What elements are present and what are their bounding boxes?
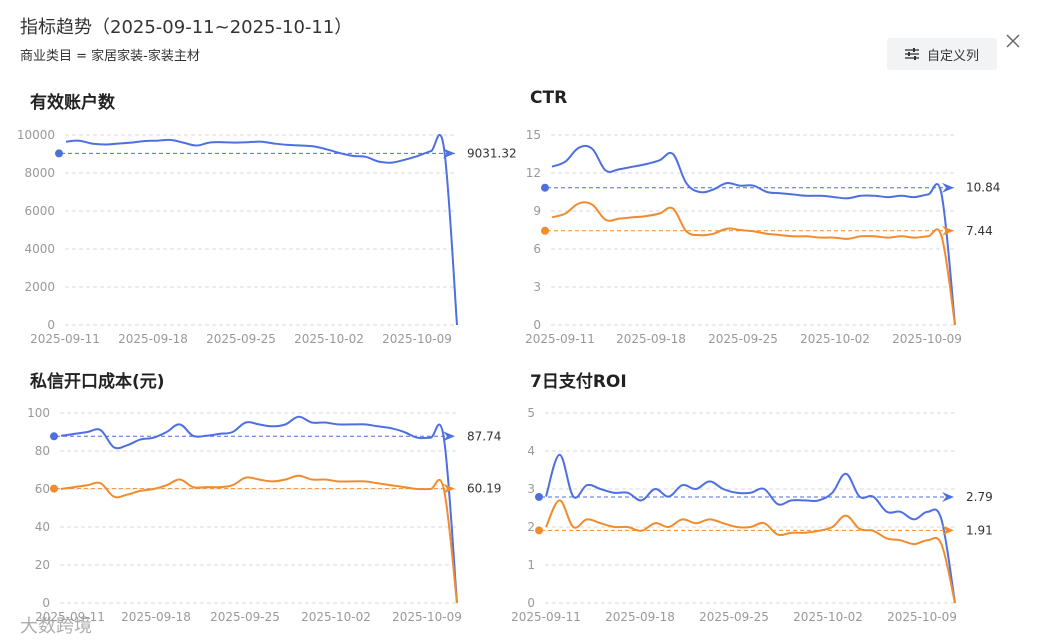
settings-sliders-icon — [904, 48, 919, 60]
reference-arrow-icon — [942, 491, 954, 502]
x-tick-label: 2025-09-25 — [699, 610, 769, 624]
watermark: 大数跨境 — [20, 616, 92, 637]
y-tick-label: 0 — [47, 318, 55, 332]
series-line-blue — [65, 133, 458, 326]
x-tick-label: 2025-10-02 — [800, 332, 870, 346]
reference-value-label: 87.74 — [467, 429, 501, 443]
reference-start-dot — [55, 149, 63, 158]
x-tick-label: 2025-10-09 — [382, 332, 452, 346]
series-line-orange — [60, 474, 458, 604]
y-tick-label: 6 — [533, 242, 541, 256]
x-tick-label: 2025-10-02 — [793, 610, 863, 624]
y-tick-label: 3 — [527, 482, 535, 496]
x-tick-label: 2025-10-02 — [301, 610, 371, 624]
reference-start-dot — [50, 432, 58, 441]
reference-value-label: 1.91 — [966, 523, 993, 537]
reference-start-dot — [50, 484, 58, 493]
x-tick-label: 2025-09-25 — [708, 332, 778, 346]
reference-arrow-icon — [942, 525, 954, 536]
y-tick-label: 8000 — [24, 166, 55, 180]
y-tick-label: 9 — [533, 204, 541, 218]
y-tick-label: 0 — [533, 318, 541, 332]
x-tick-label: 2025-09-11 — [30, 332, 100, 346]
x-tick-label: 2025-09-18 — [121, 610, 191, 624]
reference-value-label: 60.19 — [467, 482, 501, 496]
category-filter-label: 商业类目 = 家居家装-家装主材 — [20, 49, 200, 64]
y-tick-label: 6000 — [24, 204, 55, 218]
reference-value-label: 9031.32 — [467, 146, 517, 160]
series-line-blue — [545, 453, 956, 604]
y-tick-label: 40 — [35, 520, 50, 534]
reference-value-label: 10.84 — [966, 181, 1000, 195]
x-tick-label: 2025-10-09 — [892, 332, 962, 346]
reference-arrow-icon — [942, 182, 954, 193]
x-tick-label: 2025-09-11 — [511, 610, 581, 624]
chart-ctr: 0 3 6 9 12 15 2025-09-11 2025-09-18 2025-09-25 20… — [525, 128, 1000, 346]
y-tick-label: 20 — [35, 558, 50, 572]
reference-value-label: 2.79 — [966, 490, 993, 504]
chart-title-roi: 7日支付ROI — [530, 372, 627, 392]
y-tick-label: 1 — [527, 558, 535, 572]
reference-arrow-icon — [443, 483, 455, 494]
y-tick-label: 10000 — [17, 128, 55, 142]
reference-start-dot — [541, 183, 549, 192]
x-tick-label: 2025-09-18 — [616, 332, 686, 346]
y-tick-label: 60 — [35, 482, 50, 496]
series-line-orange — [551, 201, 956, 326]
x-tick-label: 2025-10-02 — [294, 332, 364, 346]
x-tick-label: 2025-09-18 — [605, 610, 675, 624]
y-tick-label: 12 — [526, 166, 541, 180]
x-tick-label: 2025-09-25 — [210, 610, 280, 624]
reference-start-dot — [535, 492, 543, 501]
chart-roi: 0 1 2 3 4 5 2025-09-11 2025-09-18 2025-09-25 2025… — [511, 406, 993, 624]
x-tick-label: 2025-09-25 — [206, 332, 276, 346]
x-tick-label: 2025-10-09 — [392, 610, 462, 624]
reference-arrow-icon — [942, 225, 954, 236]
x-tick-label: 2025-09-11 — [525, 332, 595, 346]
series-line-blue — [60, 415, 458, 604]
x-tick-label: 2025-10-09 — [887, 610, 957, 624]
y-tick-label: 0 — [527, 596, 535, 610]
y-tick-label: 80 — [35, 444, 50, 458]
y-tick-label: 15 — [526, 128, 541, 142]
chart-title-ctr: CTR — [530, 88, 568, 108]
y-tick-label: 0 — [42, 596, 50, 610]
y-tick-label: 4000 — [24, 242, 55, 256]
series-line-orange — [545, 499, 956, 604]
chart-title-dm-cost: 私信开口成本(元) — [30, 372, 165, 392]
reference-value-label: 7.44 — [966, 224, 993, 238]
chart-dmcost: 0 20 40 60 80 100 2025-09-11 2025-09-18 2025-09-… — [27, 406, 501, 624]
close-icon[interactable] — [1004, 32, 1022, 50]
custom-columns-label: 自定义列 — [926, 48, 979, 64]
y-tick-label: 4 — [527, 444, 535, 458]
y-tick-label: 5 — [527, 406, 535, 420]
y-tick-label: 2000 — [24, 280, 55, 294]
page-title: 指标趋势（2025-09-11~2025-10-11） — [20, 17, 353, 38]
reference-start-dot — [541, 226, 549, 235]
x-tick-label: 2025-09-18 — [118, 332, 188, 346]
reference-arrow-icon — [443, 148, 455, 159]
x-tick-label: 2025-09-11 — [35, 610, 105, 624]
chart-title-active-accounts: 有效账户数 — [30, 93, 115, 113]
reference-start-dot — [535, 526, 543, 535]
y-tick-label: 2 — [527, 520, 535, 534]
series-line-blue — [551, 144, 956, 326]
reference-arrow-icon — [443, 431, 455, 442]
custom-columns-button[interactable]: 自定义列 — [887, 38, 997, 70]
y-tick-label: 3 — [533, 280, 541, 294]
y-tick-label: 100 — [27, 406, 50, 420]
chart-accounts: 0 2000 4000 6000 8000 10000 2025-09-11 2025-09-… — [17, 128, 517, 346]
